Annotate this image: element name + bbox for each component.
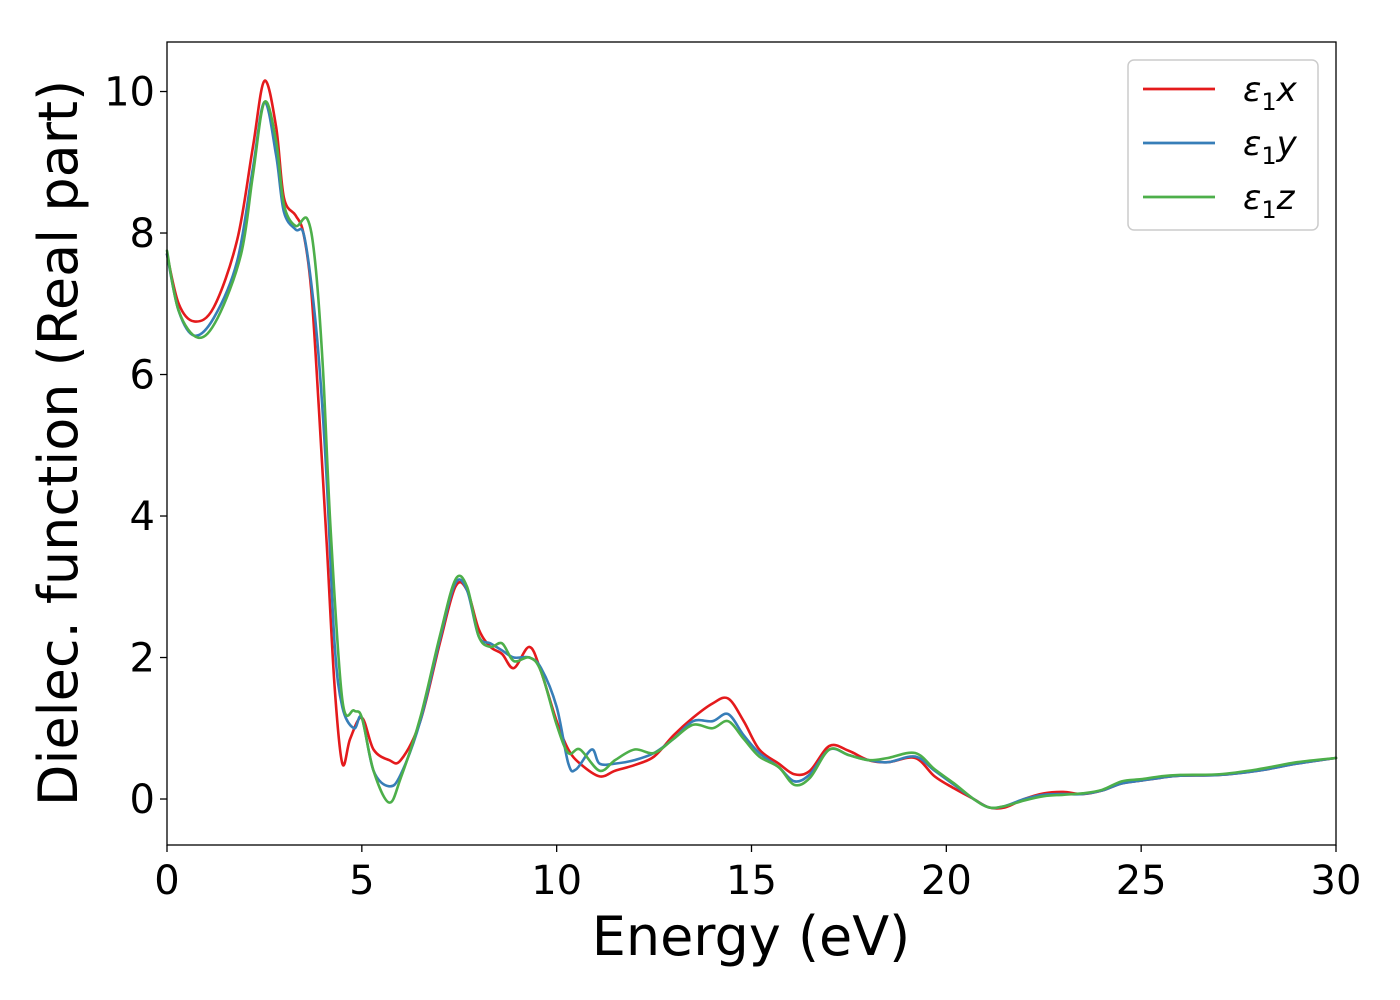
x-tick-label: 30	[1311, 858, 1362, 904]
y-axis-title: Dielec. function (Real part)	[27, 80, 90, 806]
series-layer	[165, 79, 1338, 810]
legend-label-x: ε1x	[1243, 70, 1298, 116]
legend-box	[1127, 59, 1319, 231]
legend-label-y: ε1y	[1243, 124, 1298, 170]
x-tick-label: 0	[154, 858, 179, 904]
y-tick-label: 2	[130, 636, 155, 682]
y-tick-label: 0	[130, 777, 155, 823]
y-tick-label: 6	[130, 353, 155, 399]
legend-subscript: 1	[1261, 196, 1276, 224]
y-tick-label: 10	[104, 70, 155, 116]
series-line-y	[165, 100, 1338, 810]
series-line-z	[165, 100, 1338, 810]
y-axis-ticks: 0 2 4 6 8 10	[104, 70, 167, 823]
legend-component: z	[1276, 178, 1296, 218]
legend-component: x	[1276, 70, 1298, 110]
x-tick-label: 20	[921, 858, 972, 904]
legend-subscript: 1	[1261, 88, 1276, 116]
legend-symbol: ε	[1243, 124, 1261, 164]
legend-symbol: ε	[1243, 70, 1261, 110]
x-tick-label: 5	[349, 858, 374, 904]
y-tick-label: 8	[130, 211, 155, 257]
legend-symbol: ε	[1243, 178, 1261, 218]
x-tick-label: 15	[726, 858, 777, 904]
legend-subscript: 1	[1261, 142, 1276, 170]
legend-component: y	[1276, 124, 1298, 164]
x-axis-title: Energy (eV)	[592, 905, 911, 968]
y-tick-label: 4	[130, 494, 155, 540]
legend-label-z: ε1z	[1243, 178, 1296, 224]
x-axis-ticks: 0 5 10 15 20 25 30	[154, 845, 1361, 904]
x-tick-label: 10	[531, 858, 582, 904]
x-tick-label: 25	[1116, 858, 1167, 904]
